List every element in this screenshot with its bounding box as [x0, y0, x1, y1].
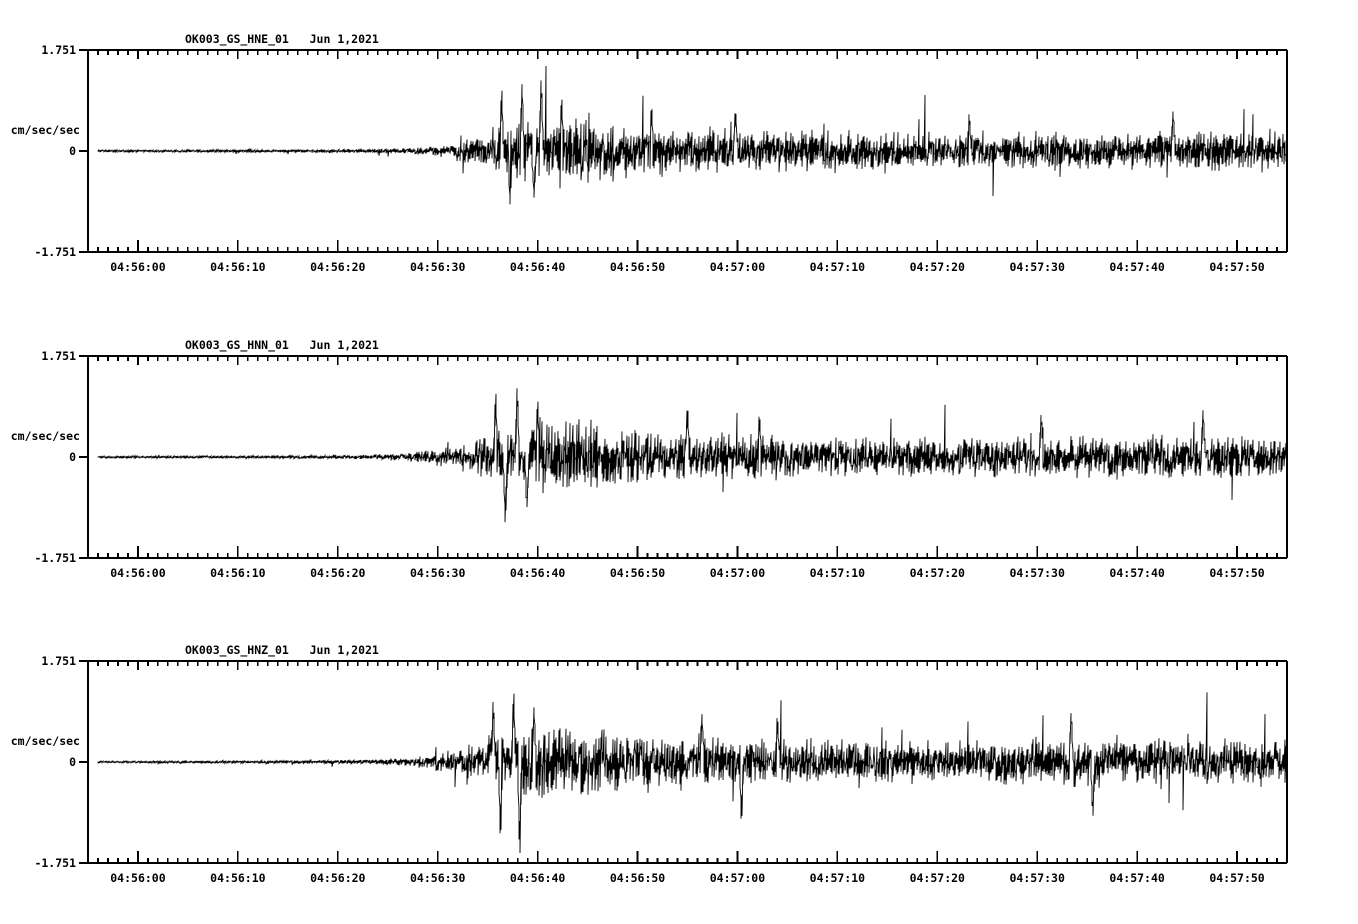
x-tick-label: 04:56:40 [509, 260, 566, 274]
waveform-trace [97, 65, 1288, 205]
y-axis-label: cm/sec/sec [10, 123, 80, 137]
x-tick-label: 04:57:40 [1109, 260, 1165, 274]
y-tick-label: 1.751 [41, 654, 76, 668]
y-tick-label: 1.751 [41, 349, 76, 363]
waveform-path [97, 388, 1288, 523]
x-tick-label: 04:57:40 [1109, 566, 1165, 580]
y-tick-label: -1.751 [34, 551, 76, 565]
x-tick-label: 04:57:50 [1209, 260, 1265, 274]
panel-title: OK003_GS_HNN_01 Jun 1,2021 [185, 338, 379, 352]
x-tick-label: 04:57:10 [809, 260, 866, 274]
x-tick-label: 04:57:50 [1209, 566, 1265, 580]
y-tick-label: -1.751 [34, 856, 76, 870]
waveform-path [97, 65, 1288, 205]
x-tick-label: 04:57:20 [909, 566, 965, 580]
x-tick-label: 04:57:00 [709, 871, 766, 885]
x-tick-label: 04:57:40 [1109, 871, 1165, 885]
x-tick-label: 04:56:50 [609, 871, 666, 885]
y-tick-label: 1.751 [41, 43, 76, 57]
x-tick-label: 04:57:20 [909, 260, 965, 274]
y-axis-label: cm/sec/sec [10, 734, 80, 748]
x-tick-label: 04:57:00 [709, 566, 766, 580]
y-tick-label: 0 [69, 450, 76, 464]
x-tick-label: 04:56:10 [210, 260, 266, 274]
x-tick-label: 04:56:10 [210, 871, 266, 885]
x-tick-label: 04:57:30 [1009, 871, 1065, 885]
panel-axes [79, 660, 1288, 864]
x-tick-label: 04:57:20 [909, 871, 965, 885]
x-tick-label: 04:56:50 [609, 260, 666, 274]
x-tick-label: 04:56:20 [310, 566, 366, 580]
x-tick-label: 04:56:00 [110, 260, 166, 274]
x-tick-label: 04:57:50 [1209, 871, 1265, 885]
x-tick-label: 04:57:10 [809, 871, 866, 885]
x-tick-label: 04:56:10 [210, 566, 266, 580]
x-tick-label: 04:56:20 [310, 871, 366, 885]
waveform-trace [97, 388, 1288, 523]
y-axis-label: cm/sec/sec [10, 429, 80, 443]
x-tick-label: 04:57:30 [1009, 566, 1065, 580]
x-tick-label: 04:56:50 [609, 566, 666, 580]
x-tick-label: 04:56:30 [410, 871, 466, 885]
x-tick-label: 04:56:40 [509, 566, 566, 580]
x-tick-label: 04:57:10 [809, 566, 866, 580]
x-tick-label: 04:57:30 [1009, 260, 1065, 274]
y-tick-label: 0 [69, 755, 76, 769]
x-tick-label: 04:56:30 [410, 566, 466, 580]
waveform-path [97, 692, 1288, 854]
x-tick-label: 04:56:40 [509, 871, 566, 885]
x-tick-label: 04:57:00 [709, 260, 766, 274]
x-tick-label: 04:56:30 [410, 260, 466, 274]
x-tick-label: 04:56:00 [110, 566, 166, 580]
panel-axes [79, 355, 1288, 559]
y-tick-label: 0 [69, 144, 76, 158]
waveform-trace [97, 692, 1288, 854]
panel-title: OK003_GS_HNE_01 Jun 1,2021 [185, 32, 379, 46]
x-tick-label: 04:56:00 [110, 871, 166, 885]
panel-axes [79, 49, 1288, 253]
panel-title: OK003_GS_HNZ_01 Jun 1,2021 [185, 643, 379, 657]
y-tick-label: -1.751 [34, 245, 76, 259]
x-tick-label: 04:56:20 [310, 260, 366, 274]
